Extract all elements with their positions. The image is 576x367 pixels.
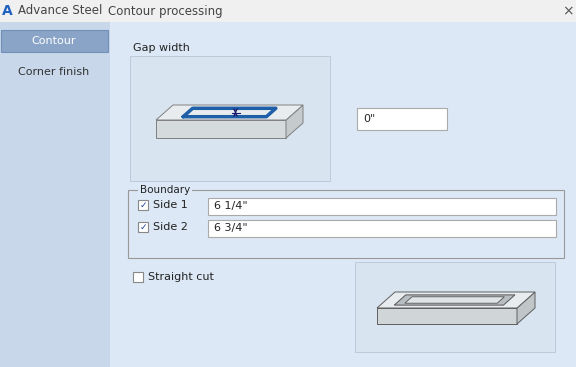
Polygon shape — [405, 297, 505, 303]
Polygon shape — [377, 292, 535, 308]
Polygon shape — [377, 308, 517, 324]
Text: ×: × — [562, 4, 574, 18]
Bar — [138, 200, 148, 210]
Text: Advance Steel: Advance Steel — [18, 4, 103, 18]
Bar — [208, 198, 556, 215]
Text: 6 3/4": 6 3/4" — [214, 223, 248, 233]
Polygon shape — [156, 120, 286, 138]
Bar — [0, 0, 576, 22]
Text: Contour: Contour — [32, 36, 76, 46]
Bar — [110, 22, 576, 367]
Text: 0": 0" — [363, 114, 375, 124]
Text: Straight cut: Straight cut — [148, 272, 214, 282]
Bar — [133, 272, 143, 282]
Text: ✓: ✓ — [139, 200, 147, 210]
Bar — [130, 56, 330, 181]
Text: A: A — [2, 4, 12, 18]
Text: Side 2: Side 2 — [153, 222, 188, 232]
Text: Boundary: Boundary — [140, 185, 190, 195]
Text: Corner finish: Corner finish — [18, 67, 90, 77]
Bar — [357, 108, 447, 130]
Bar — [128, 190, 564, 258]
Polygon shape — [156, 105, 303, 120]
Text: 6 1/4": 6 1/4" — [214, 201, 248, 211]
Polygon shape — [286, 105, 303, 138]
Text: Contour processing: Contour processing — [108, 4, 223, 18]
Bar — [208, 220, 556, 237]
Bar — [0, 22, 110, 367]
Bar — [138, 222, 148, 232]
Text: Side 1: Side 1 — [153, 200, 188, 210]
Polygon shape — [517, 292, 535, 324]
Text: ✓: ✓ — [139, 222, 147, 232]
Bar — [355, 262, 555, 352]
Bar — [1, 30, 108, 52]
Text: Gap width: Gap width — [133, 43, 190, 53]
Polygon shape — [394, 295, 515, 305]
